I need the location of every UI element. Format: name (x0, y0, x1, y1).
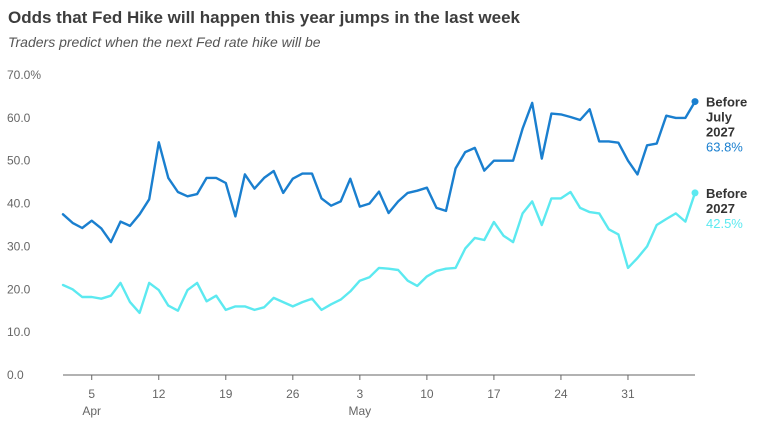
x-axis: 5 Apr 12 19 26 3 May 10 17 24 31 (82, 375, 635, 418)
y-tick-label: 40.0 (7, 197, 31, 211)
x-tick-label: 10 (420, 387, 434, 401)
y-tick-label: 20.0 (7, 282, 31, 296)
x-tick-label: 19 (219, 387, 233, 401)
x-month-label: Apr (82, 404, 101, 418)
y-tick-label: 10.0 (7, 325, 31, 339)
series-end-point-1 (691, 189, 699, 197)
y-tick-label: 0.0 (7, 368, 24, 382)
series-line-0 (61, 100, 697, 244)
x-tick-label: 17 (487, 387, 501, 401)
y-axis-tick-labels: 0.0 10.0 20.0 30.0 40.0 50.0 60.0 70.0% (7, 68, 41, 382)
series-end-value-label: 63.8% (706, 140, 743, 155)
chart-title: Odds that Fed Hike will happen this year… (8, 8, 521, 27)
x-tick-label: 5 (88, 387, 95, 401)
x-tick-label: 31 (621, 387, 635, 401)
x-tick-label: 3 (357, 387, 364, 401)
series-lines (61, 98, 699, 315)
series-name-label: 2027 (706, 125, 735, 140)
x-tick-label: 24 (554, 387, 568, 401)
series-name-label: Before (706, 186, 747, 201)
y-tick-label: 70.0% (7, 68, 41, 82)
series-name-label: Before (706, 95, 747, 110)
series-end-point-0 (691, 98, 699, 106)
x-tick-label: 26 (286, 387, 300, 401)
series-line-1 (61, 190, 697, 315)
y-tick-label: 30.0 (7, 239, 31, 253)
x-tick-label: 12 (152, 387, 166, 401)
series-name-label: 2027 (706, 201, 735, 216)
chart-subtitle: Traders predict when the next Fed rate h… (8, 34, 321, 50)
x-month-label: May (349, 404, 372, 418)
series-name-label: July (706, 110, 733, 125)
y-tick-label: 60.0 (7, 111, 31, 125)
series-end-value-label: 42.5% (706, 216, 743, 231)
y-tick-label: 50.0 (7, 154, 31, 168)
